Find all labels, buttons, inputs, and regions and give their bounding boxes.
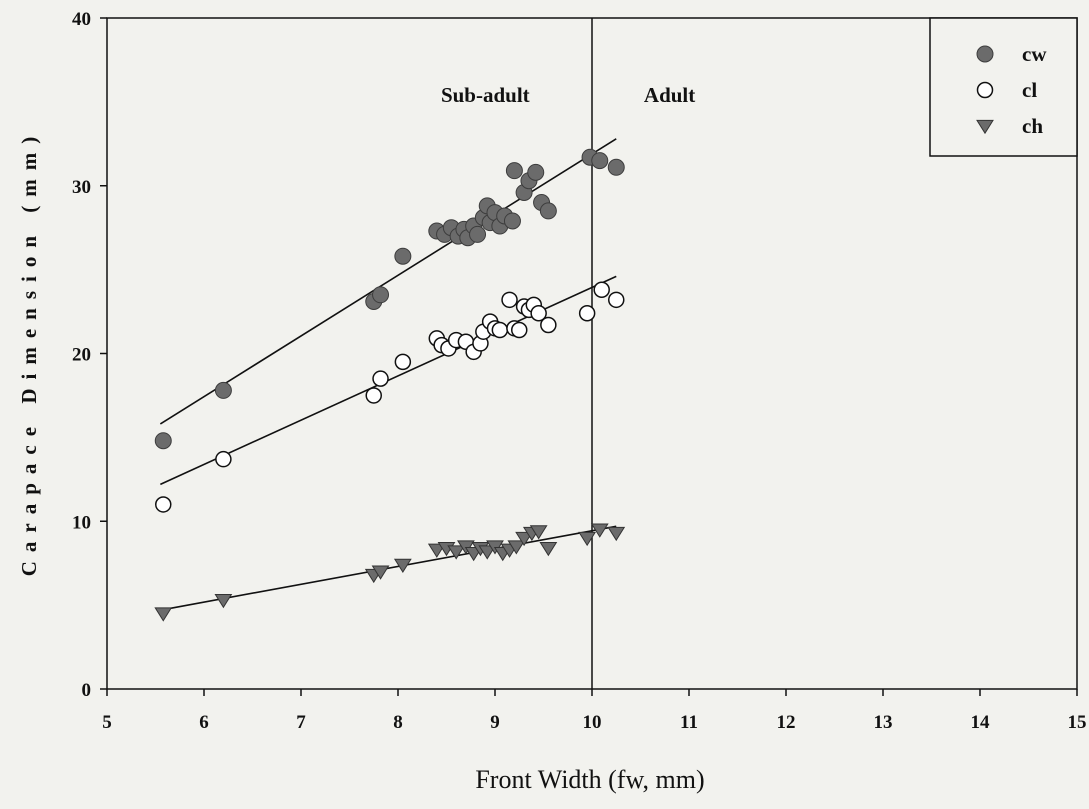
region-annotations: Sub-adult Adult [441, 83, 695, 107]
point-ch [507, 540, 526, 555]
x-tick-label: 6 [199, 712, 209, 733]
point-ch [578, 531, 597, 547]
legend-label-cl: cl [1022, 78, 1037, 102]
legend-marker-ch [976, 119, 994, 135]
point-ch [590, 523, 609, 538]
x-tick-label: 10 [583, 712, 602, 733]
point-ch [371, 565, 390, 580]
point-cl [530, 304, 547, 322]
data-points [154, 148, 626, 622]
point-cl [593, 281, 610, 299]
point-ch [539, 541, 558, 557]
legend-marker-cl [976, 81, 994, 99]
x-tick-label: 7 [296, 712, 306, 733]
point-ch [607, 526, 626, 542]
y-tick-label: 20 [72, 345, 91, 366]
legend-label-cw: cw [1022, 42, 1047, 66]
point-cw [394, 247, 412, 265]
point-cw [154, 432, 172, 450]
x-tick-label: 13 [874, 712, 893, 733]
point-cw [372, 286, 390, 304]
point-ch [393, 558, 412, 574]
point-ch [447, 545, 466, 560]
point-cl [365, 387, 382, 404]
legend-marker-cw [976, 45, 994, 63]
point-ch [214, 593, 233, 609]
point-cl [608, 291, 625, 309]
point-cl [578, 304, 596, 322]
point-ch [478, 545, 497, 560]
point-cw [503, 212, 521, 230]
point-cl [491, 321, 509, 339]
legend-box [929, 17, 1078, 157]
point-ch [529, 525, 548, 540]
point-ch [515, 531, 534, 547]
point-cw [505, 162, 523, 180]
point-ch [427, 543, 446, 558]
point-cl [394, 353, 412, 371]
point-cl [540, 316, 557, 334]
point-cw [527, 163, 545, 181]
point-cw [214, 381, 232, 399]
x-tick-label: 11 [680, 712, 698, 733]
point-cl [215, 450, 232, 468]
region-label: Sub-adult [441, 83, 530, 107]
point-cw [539, 202, 557, 220]
x-tick-label: 15 [1068, 712, 1087, 733]
fit-line-cw [159, 138, 617, 425]
point-cw [469, 225, 487, 243]
point-ch [154, 607, 173, 622]
legend: cw cl ch [929, 17, 1078, 157]
fit-line-ch [160, 525, 617, 611]
point-cl [511, 321, 528, 339]
point-cl [372, 370, 389, 387]
x-tick-label: 12 [777, 712, 796, 733]
x-tick-label: 8 [393, 712, 403, 733]
y-tick-label: 40 [72, 9, 91, 30]
x-tick-label: 9 [490, 712, 500, 733]
x-tick-label: 5 [102, 712, 112, 733]
x-axis-title: Front Width (fw, mm) [475, 765, 704, 794]
point-cw [591, 152, 609, 170]
region-label: Adult [644, 83, 695, 107]
y-axis-title: Carapace Dimension (mm) [17, 128, 41, 576]
legend-label-ch: ch [1022, 114, 1043, 138]
point-cw [607, 158, 625, 176]
point-cl [155, 496, 172, 513]
y-tick-label: 10 [72, 512, 91, 533]
x-tick-label: 14 [971, 712, 991, 733]
y-tick-label: 0 [82, 680, 92, 701]
axes: 5 6 7 8 9 10 11 12 13 14 15 0 10 20 30 40 [72, 9, 1087, 733]
y-tick-label: 30 [72, 177, 91, 198]
point-cl [501, 291, 518, 309]
